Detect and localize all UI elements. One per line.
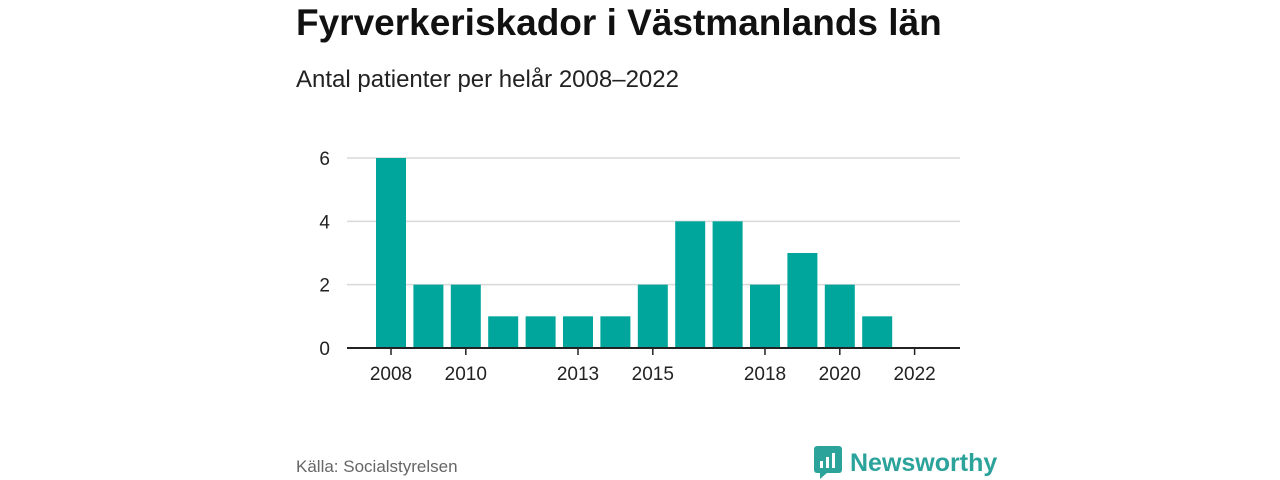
source-note: Källa: Socialstyrelsen — [296, 457, 458, 476]
bar-2010 — [450, 284, 481, 348]
brand-name: Newsworthy — [850, 448, 998, 477]
newsworthy-logo-icon — [814, 446, 842, 479]
y-tick-label: 6 — [319, 149, 330, 170]
bar-2014 — [600, 316, 631, 348]
bar-2009 — [413, 284, 444, 348]
bar-2015 — [637, 284, 668, 348]
bar-2018 — [750, 284, 780, 348]
bar-2016 — [675, 221, 706, 348]
bar-2011 — [488, 316, 519, 348]
gridlines — [347, 157, 960, 286]
x-tick-label: 2015 — [632, 364, 674, 385]
x-tick-label: 2022 — [893, 364, 935, 385]
chart-title: Fyrverkeriskador i Västmanlands län — [296, 2, 942, 43]
bar-2013 — [563, 316, 593, 348]
bar-2008 — [376, 158, 406, 348]
bar-2021 — [862, 316, 893, 348]
x-tick-label: 2013 — [557, 364, 599, 385]
x-tick-label: 2008 — [370, 364, 412, 385]
y-tick-label: 0 — [319, 339, 330, 360]
bars — [376, 158, 893, 348]
axes: 0 2 4 6 2008 2010 2013 2015 2018 2020 2022 — [319, 149, 960, 385]
x-tick-label: 2018 — [744, 364, 786, 385]
bar-chart: 0 2 4 6 2008 2010 2013 2015 2018 2020 2022 — [319, 149, 960, 385]
y-tick-label: 2 — [319, 276, 330, 297]
chart-subtitle: Antal patienter per helår 2008–2022 — [296, 66, 679, 93]
bar-2020 — [824, 284, 855, 348]
bar-2017 — [712, 221, 743, 348]
brand-logo: Newsworthy — [814, 446, 997, 480]
x-tick-label: 2010 — [445, 364, 487, 385]
bar-2019 — [787, 253, 818, 348]
y-tick-label: 4 — [319, 212, 330, 233]
x-tick-label: 2020 — [819, 364, 861, 385]
bar-2012 — [525, 316, 556, 348]
